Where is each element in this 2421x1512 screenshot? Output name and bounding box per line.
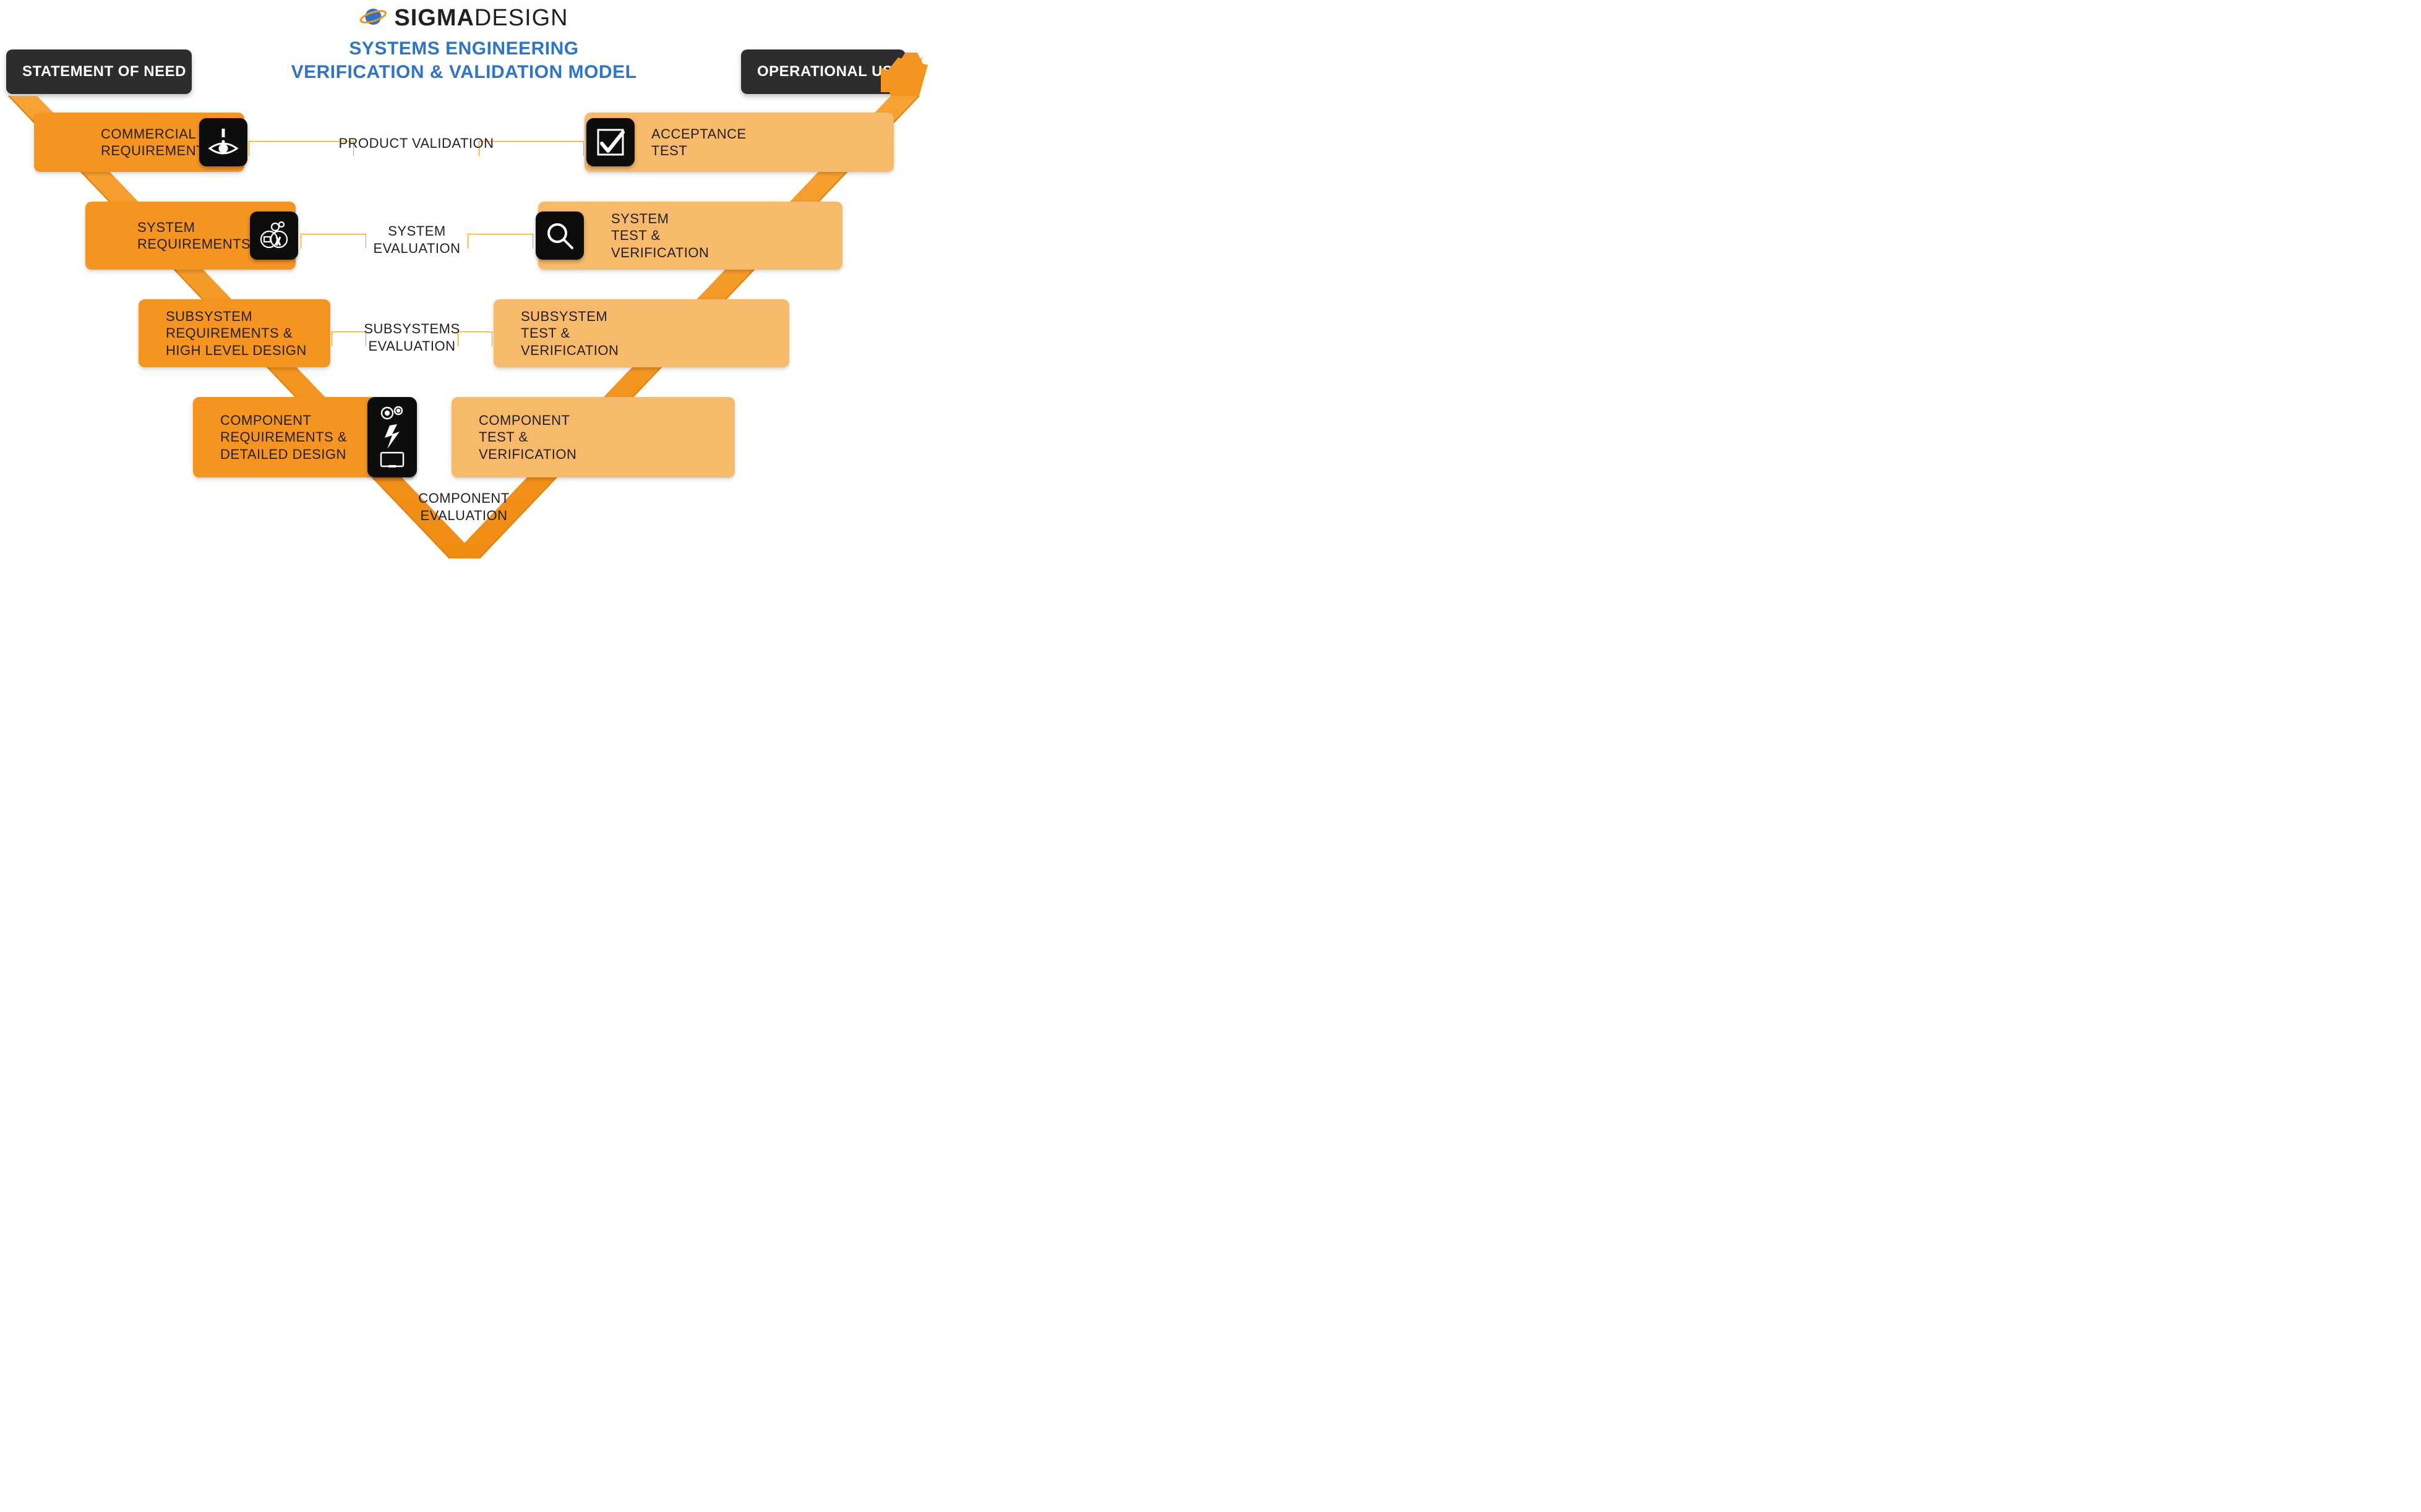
stage-label: COMPONENT REQUIREMENTS & DETAILED DESIGN xyxy=(220,412,347,463)
mid-label-component-evaluation: COMPONENT EVALUATION xyxy=(418,490,510,524)
connector xyxy=(301,234,366,249)
planet-icon xyxy=(359,6,387,31)
brand-logo: SIGMADESIGN xyxy=(359,5,568,32)
stage-label: SUBSYSTEM REQUIREMENTS & HIGH LEVEL DESI… xyxy=(166,308,307,359)
mid-label-product-validation: PRODUCT VALIDATION xyxy=(338,135,494,152)
mid-label-system-evaluation: SYSTEM EVALUATION xyxy=(373,223,460,257)
connector xyxy=(468,234,533,249)
logo-bold: SIGMA xyxy=(394,5,474,31)
stage-subsystem-test-verification: SUBSYSTEM TEST & VERIFICATION xyxy=(494,299,789,367)
stage-component-test-verification: COMPONENT TEST & VERIFICATION xyxy=(452,397,735,477)
gears-bolt-monitor-icon xyxy=(367,397,417,477)
magnifier-icon xyxy=(536,211,584,260)
connector xyxy=(479,141,584,156)
logo-text: SIGMADESIGN xyxy=(394,5,568,32)
eye-alert-icon xyxy=(199,118,247,166)
stage-label: SUBSYSTEM TEST & VERIFICATION xyxy=(521,308,619,359)
stage-label: SYSTEM REQUIREMENTS xyxy=(137,219,251,253)
stage-label: COMPONENT TEST & VERIFICATION xyxy=(479,412,576,463)
stage-subsystem-requirements: SUBSYSTEM REQUIREMENTS & HIGH LEVEL DESI… xyxy=(139,299,330,367)
stage-label: ACCEPTANCE TEST xyxy=(651,126,747,160)
stage-label: COMMERCIAL REQUIREMENTS xyxy=(101,126,214,160)
stage-label: SYSTEM TEST & VERIFICATION xyxy=(611,210,709,262)
logo-light: DESIGN xyxy=(474,5,568,31)
gears-venn-icon xyxy=(250,211,298,260)
connector xyxy=(458,331,492,346)
connector xyxy=(332,331,366,346)
checkmark-icon xyxy=(586,118,635,166)
mid-label-subsystems-evaluation: SUBSYSTEMS EVALUATION xyxy=(364,320,460,354)
